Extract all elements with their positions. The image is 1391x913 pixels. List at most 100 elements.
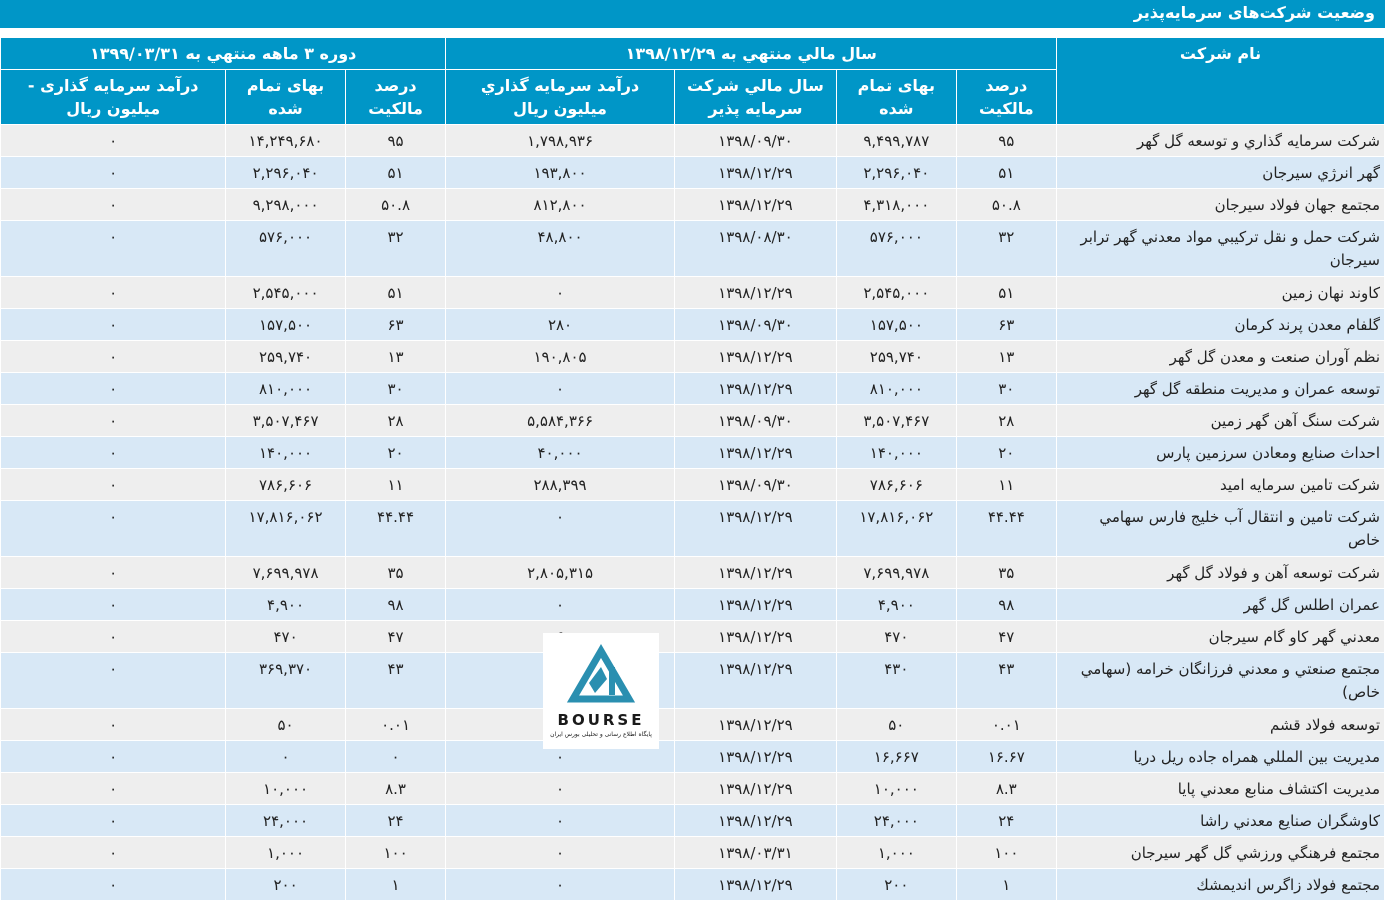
investee-fiscal-year-cell: ۱۳۹۸/۱۲/۲۹ (673, 868, 838, 901)
investment-income-period-cell: ۰ (0, 340, 227, 373)
cost-period-cell: ۹,۲۹۸,۰۰۰ (225, 188, 346, 221)
table-row: شركت توسعه آهن و فولاد گل گهر ۳۵ ۷,۶۹۹,۹۷۸… (0, 556, 1385, 589)
company-name-cell: گهر انرژي سيرجان (1056, 156, 1385, 189)
ownership-percent-cell: ۱۶.۶۷ (955, 740, 1058, 773)
ownership-percent-period-cell: ۵۱ (344, 276, 447, 309)
ownership-percent-cell: ۴۷ (955, 620, 1058, 653)
cost-period-cell: ۷۸۶,۶۰۶ (225, 468, 346, 501)
table-row: مديريت بين المللي همراه جاده ريل دريا ۱۶.… (0, 740, 1385, 773)
ownership-percent-period-cell: ۲۸ (344, 404, 447, 437)
investment-income-cell: ۰ (445, 276, 675, 309)
table-row: كاوشگران صنايع معدني راشا ۲۴ ۲۴,۰۰۰ ۱۳۹۸/۱۲… (0, 804, 1385, 837)
investee-fiscal-year-cell: ۱۳۹۸/۰۹/۳۰ (673, 404, 838, 437)
table-row: شركت تامين و انتقال آب خليج فارس سهامي خ… (0, 500, 1385, 557)
investee-fiscal-year-cell: ۱۳۹۸/۱۲/۲۹ (673, 156, 838, 189)
cost-cell: ۱۴۰,۰۰۰ (836, 436, 957, 469)
table-row: گهر انرژي سيرجان ۵۱ ۲,۲۹۶,۰۴۰ ۱۳۹۸/۱۲/۲۹ ۱۹۳… (0, 156, 1385, 189)
investee-fiscal-year-cell: ۱۳۹۸/۱۲/۲۹ (673, 652, 838, 709)
ownership-percent-period-cell: ۴۳ (344, 652, 447, 709)
cost-cell: ۲,۲۹۶,۰۴۰ (836, 156, 957, 189)
table-row: مجتمع فولاد زاگرس انديمشك ۱ ۲۰۰ ۱۳۹۸/۱۲/۲۹ ۰… (0, 868, 1385, 901)
company-name-cell: مجتمع فرهنگي ورزشي گل گهر سيرجان (1056, 836, 1385, 869)
ownership-percent-cell: ۲۰ (955, 436, 1058, 469)
header-cost-period: بهای تمام شده (225, 69, 346, 125)
cost-cell: ۱۶,۶۶۷ (836, 740, 957, 773)
ownership-percent-cell: ۱۱ (955, 468, 1058, 501)
table-row: شركت حمل و نقل تركيبي مواد معدني گهر ترا… (0, 220, 1385, 277)
investee-fiscal-year-cell: ۱۳۹۸/۱۲/۲۹ (673, 500, 838, 557)
bourse24-mark-icon (566, 644, 636, 703)
table-row: توسعه عمران و مديريت منطقه گل گهر ۳۰ ۸۱۰,۰… (0, 372, 1385, 405)
company-name-cell: كاوند نهان زمين (1056, 276, 1385, 309)
company-name-cell: كاوشگران صنايع معدني راشا (1056, 804, 1385, 837)
ownership-percent-period-cell: ۶۳ (344, 308, 447, 341)
header-ownership-percent-period: درصد مالكيت (344, 69, 447, 125)
company-name-cell: مجتمع صنعتي و معدني فرزانگان خرامه (سهام… (1056, 652, 1385, 709)
company-name-cell: شركت حمل و نقل تركيبي مواد معدني گهر ترا… (1056, 220, 1385, 277)
investment-income-period-cell: ۰ (0, 868, 227, 901)
investment-income-period-cell: ۰ (0, 556, 227, 589)
ownership-percent-cell: ۳۲ (955, 220, 1058, 277)
ownership-percent-cell: ۱۳ (955, 340, 1058, 373)
investment-income-period-cell: ۰ (0, 436, 227, 469)
table-row: مجتمع فرهنگي ورزشي گل گهر سيرجان ۱۰۰ ۱,۰۰۰… (0, 836, 1385, 869)
cost-cell: ۵۷۶,۰۰۰ (836, 220, 957, 277)
company-name-cell: نظم آوران صنعت و معدن گل گهر (1056, 340, 1385, 373)
ownership-percent-cell: ۰.۰۱ (955, 708, 1058, 741)
ownership-percent-period-cell: ۱۳ (344, 340, 447, 373)
investment-income-cell: ۱۹۳,۸۰۰ (445, 156, 675, 189)
company-name-cell: احداث صنايع ومعادن سرزمين پارس (1056, 436, 1385, 469)
investment-income-period-cell: ۰ (0, 772, 227, 805)
ownership-percent-cell: ۵۱ (955, 276, 1058, 309)
investee-fiscal-year-cell: ۱۳۹۸/۱۲/۲۹ (673, 436, 838, 469)
investment-income-period-cell: ۰ (0, 620, 227, 653)
cost-cell: ۴۷۰ (836, 620, 957, 653)
cost-period-cell: ۵۰ (225, 708, 346, 741)
investee-fiscal-year-cell: ۱۳۹۸/۱۲/۲۹ (673, 372, 838, 405)
investment-income-cell: ۰ (445, 372, 675, 405)
ownership-percent-cell: ۲۴ (955, 804, 1058, 837)
company-name-cell: مجتمع فولاد زاگرس انديمشك (1056, 868, 1385, 901)
header-fiscal-year-group: سال مالي منتهي به ۱۳۹۸/۱۲/۲۹ (445, 37, 1058, 70)
cost-period-cell: ۳,۵۰۷,۴۶۷ (225, 404, 346, 437)
table-row: توسعه فولاد قشم ۰.۰۱ ۵۰ ۱۳۹۸/۱۲/۲۹ ۰.۰۱ ۵۰ ۰ (0, 708, 1385, 741)
cost-cell: ۱۵۷,۵۰۰ (836, 308, 957, 341)
bourse24-logo: BOURSE پایگاه اطلاع رسانی و تحلیلی بورس … (543, 633, 659, 749)
investment-income-period-cell: ۰ (0, 708, 227, 741)
company-name-cell: عمران اطلس گل گهر (1056, 588, 1385, 621)
company-name-cell: گلفام معدن پرند كرمان (1056, 308, 1385, 341)
cost-period-cell: ۲۴,۰۰۰ (225, 804, 346, 837)
investment-income-cell: ۴۰,۰۰۰ (445, 436, 675, 469)
cost-cell: ۲۵۹,۷۴۰ (836, 340, 957, 373)
investment-income-cell: ۱,۷۹۸,۹۳۶ (445, 124, 675, 157)
cost-period-cell: ۱۵۷,۵۰۰ (225, 308, 346, 341)
ownership-percent-cell: ۱ (955, 868, 1058, 901)
investee-fiscal-year-cell: ۱۳۹۸/۰۸/۳۰ (673, 220, 838, 277)
ownership-percent-period-cell: ۲۰ (344, 436, 447, 469)
cost-cell: ۲,۵۴۵,۰۰۰ (836, 276, 957, 309)
ownership-percent-period-cell: ۱ (344, 868, 447, 901)
investment-income-period-cell: ۰ (0, 372, 227, 405)
ownership-percent-cell: ۹۵ (955, 124, 1058, 157)
ownership-percent-period-cell: ۵۰.۸ (344, 188, 447, 221)
investment-income-cell: ۰ (445, 836, 675, 869)
investment-income-cell: ۲۸۰ (445, 308, 675, 341)
cost-period-cell: ۱۴,۲۴۹,۶۸۰ (225, 124, 346, 157)
investment-income-cell: ۰ (445, 804, 675, 837)
header-investment-income-period: درآمد سرمایه گذاری - میلیون ریال (0, 69, 227, 125)
investment-income-cell: ۸۱۲,۸۰۰ (445, 188, 675, 221)
ownership-percent-period-cell: ۹۸ (344, 588, 447, 621)
investment-income-period-cell: ۰ (0, 124, 227, 157)
header-cost: بهای تمام شده (836, 69, 957, 125)
investment-income-cell: ۰ (445, 500, 675, 557)
cost-cell: ۸۱۰,۰۰۰ (836, 372, 957, 405)
cost-cell: ۲۴,۰۰۰ (836, 804, 957, 837)
ownership-percent-cell: ۹۸ (955, 588, 1058, 621)
cost-period-cell: ۱۷,۸۱۶,۰۶۲ (225, 500, 346, 557)
table-row: شركت سرمايه گذاري و توسعه گل گهر ۹۵ ۹,۴۹۹,… (0, 124, 1385, 157)
cost-cell: ۴,۹۰۰ (836, 588, 957, 621)
company-name-cell: معدني گهر كاو گام سيرجان (1056, 620, 1385, 653)
cost-cell: ۱۷,۸۱۶,۰۶۲ (836, 500, 957, 557)
header-investment-income: درآمد سرمايه گذاري میلیون ریال (445, 69, 675, 125)
company-name-cell: مجتمع جهان فولاد سيرجان (1056, 188, 1385, 221)
